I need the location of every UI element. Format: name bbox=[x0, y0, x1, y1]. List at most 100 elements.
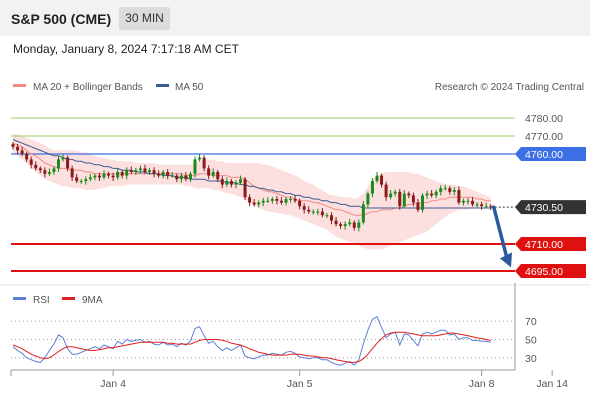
candle-body bbox=[34, 164, 38, 169]
candle-body bbox=[320, 211, 324, 216]
x-label-jan-8: Jan 8 bbox=[469, 378, 495, 390]
candle bbox=[16, 143, 20, 154]
candle bbox=[320, 208, 324, 218]
candle-body bbox=[389, 193, 393, 198]
candle bbox=[257, 200, 261, 208]
candle bbox=[384, 181, 388, 201]
candle-body bbox=[79, 181, 83, 182]
candle-body bbox=[471, 200, 475, 205]
candle bbox=[370, 178, 374, 198]
legend-rsi-swatch bbox=[13, 297, 26, 300]
candle-body bbox=[138, 168, 142, 171]
candle bbox=[480, 201, 484, 210]
candle-body bbox=[225, 181, 229, 185]
candle-body bbox=[361, 204, 365, 223]
forecast-arrow bbox=[492, 205, 512, 268]
candle bbox=[380, 173, 384, 188]
candle-body bbox=[484, 206, 488, 208]
candle bbox=[234, 179, 238, 189]
candle bbox=[116, 168, 120, 180]
x-label-jan-4: Jan 4 bbox=[100, 378, 126, 390]
candle bbox=[43, 167, 47, 178]
candle bbox=[138, 165, 142, 174]
candle bbox=[11, 141, 15, 150]
candle-body bbox=[416, 202, 420, 210]
candle-body bbox=[166, 172, 170, 176]
candle bbox=[375, 172, 379, 184]
candle-body bbox=[475, 204, 479, 206]
timeframe-button[interactable]: 30 MIN bbox=[119, 7, 170, 30]
candle bbox=[366, 191, 370, 208]
candle-body bbox=[111, 175, 115, 178]
candle-body bbox=[452, 190, 456, 192]
x-label-jan-5: Jan 5 bbox=[287, 378, 313, 390]
candle bbox=[79, 178, 83, 184]
price-label-last-tag: 4730.50 bbox=[515, 200, 586, 215]
candle-body bbox=[480, 204, 484, 207]
candle-body bbox=[198, 157, 202, 160]
candle bbox=[325, 213, 329, 219]
candle-body bbox=[266, 200, 270, 202]
legend-ma20-swatch bbox=[13, 84, 26, 87]
candle-body bbox=[275, 199, 279, 201]
candle bbox=[402, 190, 406, 209]
candle-body bbox=[161, 172, 165, 176]
candle bbox=[307, 206, 311, 214]
key-levels bbox=[11, 117, 515, 272]
candle-body bbox=[29, 159, 33, 165]
price-labels: 4780.00 4770.00 4760.00 4730.50 4710.00 4695.… bbox=[515, 113, 586, 278]
candle-body bbox=[339, 224, 343, 226]
candle bbox=[170, 172, 174, 178]
candle bbox=[175, 173, 179, 183]
candle-body bbox=[220, 179, 224, 185]
candle bbox=[311, 209, 315, 215]
candle-body bbox=[97, 175, 101, 178]
price-label-4760-tag: 4760.00 bbox=[515, 147, 586, 161]
candle-body bbox=[384, 184, 388, 198]
candle-body bbox=[148, 170, 151, 172]
candle bbox=[243, 177, 247, 201]
candle-body bbox=[202, 157, 206, 169]
candle-body bbox=[357, 222, 361, 228]
candle bbox=[75, 173, 79, 184]
legend-rsi-label: RSI bbox=[33, 295, 50, 306]
candle bbox=[421, 193, 424, 213]
ma20-line bbox=[12, 142, 491, 216]
candle bbox=[461, 198, 465, 206]
price-label-4770: 4770.00 bbox=[525, 131, 563, 143]
candle-body bbox=[25, 154, 29, 160]
candle-body bbox=[461, 200, 465, 203]
candle-body bbox=[184, 175, 188, 180]
candle bbox=[248, 194, 252, 207]
candle-body bbox=[157, 173, 161, 176]
candle-body bbox=[352, 222, 356, 228]
candle-body bbox=[211, 172, 215, 176]
candle-body bbox=[311, 211, 315, 213]
candle bbox=[352, 220, 356, 231]
candle bbox=[279, 197, 283, 205]
candle bbox=[407, 191, 411, 199]
candle bbox=[225, 177, 229, 187]
candle bbox=[457, 186, 461, 205]
candle bbox=[143, 164, 147, 175]
symbol-title: S&P 500 (CME) bbox=[11, 11, 112, 27]
candle-body bbox=[120, 172, 124, 176]
candle-body bbox=[293, 199, 297, 201]
candle bbox=[434, 189, 438, 199]
candle-body bbox=[175, 175, 179, 180]
candle-body bbox=[239, 179, 242, 183]
candle bbox=[443, 184, 447, 191]
candle-body bbox=[307, 209, 311, 212]
candle bbox=[398, 188, 402, 210]
candle bbox=[184, 172, 188, 182]
candle-body bbox=[88, 177, 92, 180]
candle-body bbox=[425, 193, 429, 196]
candle bbox=[211, 168, 215, 178]
candle-body bbox=[279, 200, 283, 203]
rsi-tick-70: 70 bbox=[525, 316, 537, 328]
candle bbox=[157, 170, 161, 178]
candle bbox=[425, 190, 429, 199]
candle-body bbox=[411, 195, 415, 203]
candle-body bbox=[125, 170, 129, 176]
